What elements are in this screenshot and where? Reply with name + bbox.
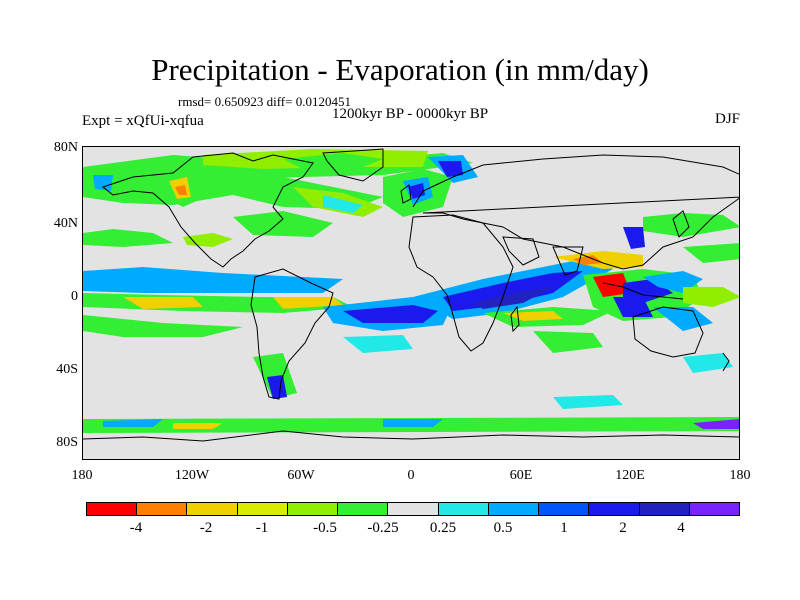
lat-tick-label: 40S [56, 362, 78, 377]
legend-swatch [589, 503, 640, 515]
map-canvas [83, 148, 739, 442]
lon-tick-label: 180 [729, 468, 751, 483]
legend-label: -4 [129, 520, 143, 536]
lon-tick-label: 0 [407, 468, 415, 483]
legend-swatch [137, 503, 188, 515]
lon-tick-label: 180 [71, 468, 93, 483]
legend-label: 1 [560, 520, 568, 536]
lon-tick-label: 60W [287, 468, 315, 483]
lat-tick-label: 40N [53, 216, 78, 231]
legend-swatch [438, 503, 489, 515]
lat-tick-label: 0 [71, 289, 78, 304]
legend-label: -0.5 [313, 520, 337, 536]
legend-swatch [639, 503, 690, 515]
legend-label: -1 [255, 520, 269, 536]
legend-swatch [187, 503, 238, 515]
color-legend [86, 502, 740, 516]
legend-swatch [237, 503, 288, 515]
period-label: 1200kyr BP - 0000kyr BP [331, 106, 489, 122]
legend-label: 0.5 [493, 520, 513, 536]
stats-text: rmsd= 0.650923 diff= 0.0120451 [178, 94, 351, 109]
legend-swatch [287, 503, 339, 515]
world-map [82, 146, 740, 460]
legend-swatch [539, 503, 590, 515]
coastlines [83, 148, 739, 442]
experiment-label: Expt = xQfUi-xqfua [82, 113, 204, 129]
plot-title: Precipitation - Evaporation (in mm/day) [151, 52, 649, 87]
legend-label: -0.25 [367, 520, 399, 536]
lon-tick-label: 120E [615, 468, 645, 483]
lat-tick-label: 80N [53, 140, 78, 155]
season-label: DJF [714, 111, 740, 127]
legend-label: 4 [677, 520, 685, 536]
legend-label: -2 [199, 520, 213, 536]
legend-swatch [338, 503, 389, 515]
anomaly-field [83, 149, 739, 433]
legend-swatch [488, 503, 540, 515]
lat-tick-label: 80S [56, 435, 78, 450]
legend-swatch [388, 503, 439, 515]
lon-tick-label: 60E [509, 468, 533, 483]
lon-tick-label: 120W [174, 468, 210, 483]
legend-swatch [689, 503, 740, 515]
legend-label: 2 [619, 520, 627, 536]
legend-swatch [87, 503, 138, 515]
legend-label: 0.25 [429, 520, 457, 536]
